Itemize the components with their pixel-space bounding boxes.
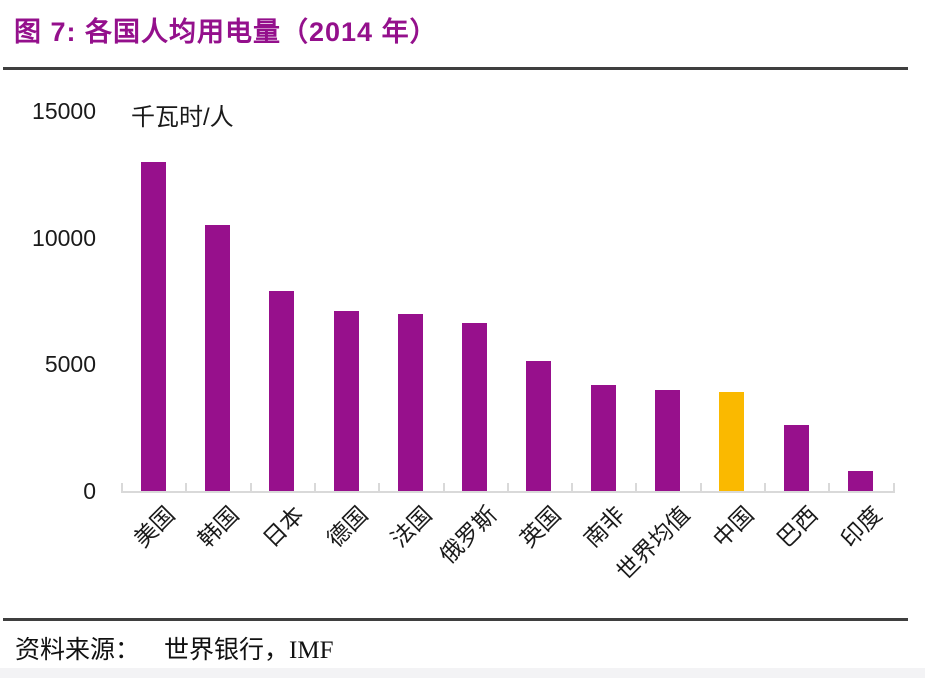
x-tick-label: 韩国 [193, 501, 245, 553]
bar-韩国 [204, 225, 230, 491]
x-axis-tick [442, 483, 445, 491]
bottom-divider [3, 618, 908, 621]
figure-title: 图 7: 各国人均用电量（2014 年） [14, 17, 438, 47]
x-tick-label: 日本 [257, 501, 309, 553]
bar-法国 [397, 313, 423, 491]
top-divider [3, 67, 908, 70]
bar-俄罗斯 [462, 322, 488, 491]
source-text: 世界银行，IMF [164, 637, 334, 664]
x-axis-tick [249, 483, 252, 491]
x-axis-tick [892, 483, 895, 491]
bar-德国 [333, 311, 359, 491]
bar-世界均值 [655, 389, 681, 491]
x-axis-tick [571, 483, 574, 491]
y-axis-unit-label: 千瓦时/人 [131, 104, 234, 131]
x-axis-tick [699, 483, 702, 491]
x-axis-tick [635, 483, 638, 491]
x-axis-tick [828, 483, 831, 491]
x-tick-label: 中国 [707, 501, 759, 553]
bar-英国 [526, 360, 552, 491]
x-tick-label: 英国 [514, 501, 566, 553]
electricity-bar-chart: 千瓦时/人 0 5000 10000 15000 美国 韩国 日本 德国 法国 俄罗斯 英国 南非世… [32, 98, 895, 585]
bar-南非 [590, 384, 616, 491]
x-tick-label: 俄罗斯 [434, 501, 502, 569]
y-tick-label: 10000 [32, 224, 96, 251]
y-tick-label: 0 [83, 478, 96, 504]
bar-中国 [719, 392, 745, 491]
page-edge-strip [0, 668, 925, 678]
x-axis-line [121, 491, 895, 493]
source-note: 资料来源： 世界银行，IMF [15, 630, 333, 666]
x-tick-label: 德国 [321, 501, 373, 553]
bar-印度 [847, 470, 873, 491]
bar-巴西 [783, 425, 809, 491]
source-label: 资料来源： [15, 637, 141, 664]
x-tick-label: 美国 [128, 501, 180, 553]
bar-日本 [269, 290, 295, 491]
x-axis-tick [764, 483, 766, 491]
y-tick-label: 5000 [44, 351, 96, 378]
x-axis-tick [506, 483, 509, 491]
x-tick-label: 巴西 [771, 501, 823, 553]
x-axis-tick [121, 483, 123, 491]
y-tick-label: 15000 [32, 98, 96, 124]
x-axis-tick [378, 483, 381, 491]
x-tick-label: 法国 [386, 501, 438, 553]
x-axis-tick [185, 483, 188, 491]
x-tick-label: 印度 [836, 501, 888, 553]
bar-美国 [140, 161, 166, 491]
x-axis-tick [313, 483, 316, 491]
x-tick-label: 南非 [579, 501, 630, 553]
